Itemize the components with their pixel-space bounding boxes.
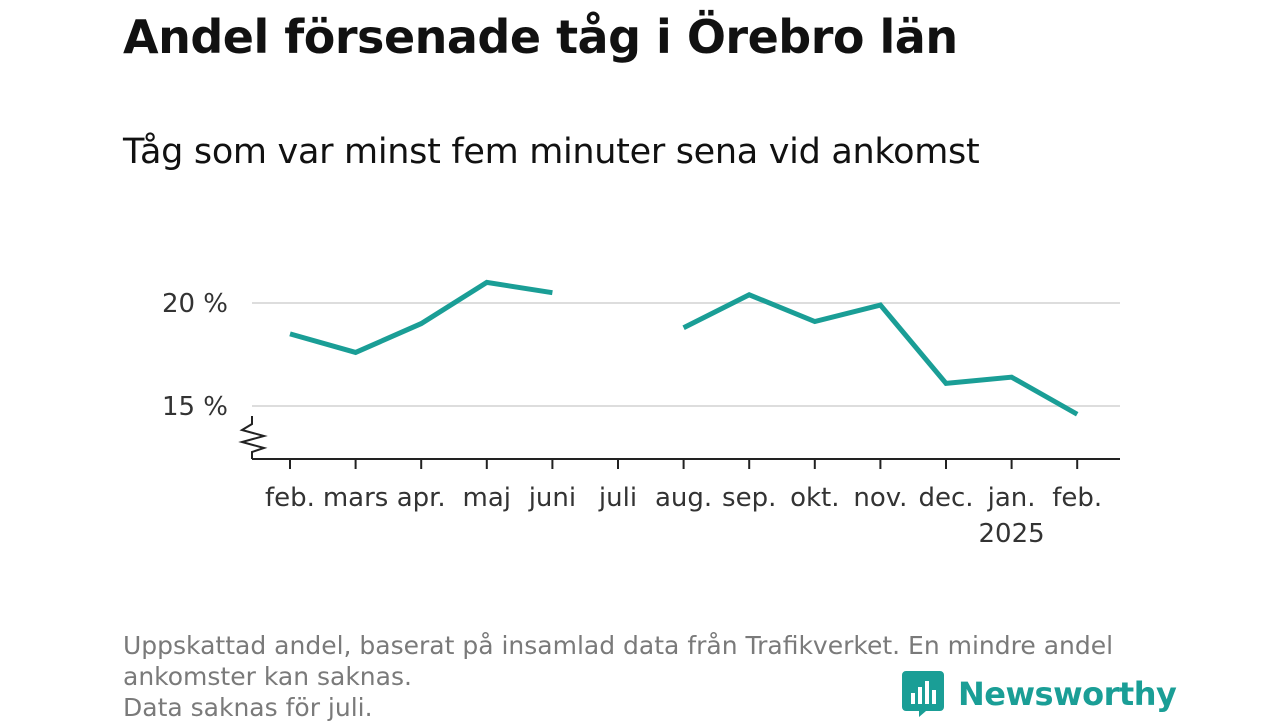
newsworthy-logo-icon — [902, 671, 944, 717]
x-tick-year-label: 2025 — [979, 519, 1045, 549]
chart-title: Andel försenade tåg i Örebro län — [123, 10, 958, 64]
line-chart: 15 % 20 % feb. mars apr. maj juni juli aug. sep.… — [162, 279, 1120, 549]
y-tick-label: 15 % — [162, 392, 228, 422]
axis-break-icon — [238, 416, 268, 459]
x-tick-label: juni — [528, 483, 576, 513]
footnote: Uppskattad andel, baserat på insamlad da… — [123, 630, 1163, 723]
x-tick-label: juli — [598, 483, 637, 513]
footnote-line-3: Data saknas för juli. — [123, 693, 373, 722]
x-tick-label: mars — [323, 483, 389, 513]
chart-subtitle: Tåg som var minst fem minuter sena vid a… — [123, 132, 980, 172]
brand-name: Newsworthy — [958, 675, 1177, 713]
series-lines — [289, 279, 1079, 417]
x-tick-label: apr. — [397, 483, 446, 513]
grid-lines — [252, 302, 1120, 407]
x-tick-label: feb. — [1052, 483, 1102, 513]
y-axis-labels: 15 % 20 % — [162, 289, 228, 422]
x-tick-label: jan. — [987, 483, 1036, 513]
footnote-line-1: Uppskattad andel, baserat på insamlad da… — [123, 631, 1114, 660]
x-tick-label: sep. — [722, 483, 776, 513]
x-tick-label: maj — [463, 483, 511, 513]
y-tick-label: 20 % — [162, 289, 228, 319]
newsworthy-logo: Newsworthy — [902, 671, 1177, 717]
x-tick-label: aug. — [655, 483, 712, 513]
x-axis — [238, 416, 1120, 469]
x-tick-label: okt. — [790, 483, 839, 513]
x-axis-labels: feb. mars apr. maj juni juli aug. sep. okt. nov. d… — [265, 483, 1102, 549]
footnote-line-2: ankomster kan saknas. — [123, 662, 412, 691]
series-line-segment — [682, 292, 1079, 417]
x-tick-label: nov. — [853, 483, 907, 513]
x-tick-label: dec. — [918, 483, 973, 513]
series-line-segment — [289, 279, 553, 356]
x-tick-label: feb. — [265, 483, 315, 513]
